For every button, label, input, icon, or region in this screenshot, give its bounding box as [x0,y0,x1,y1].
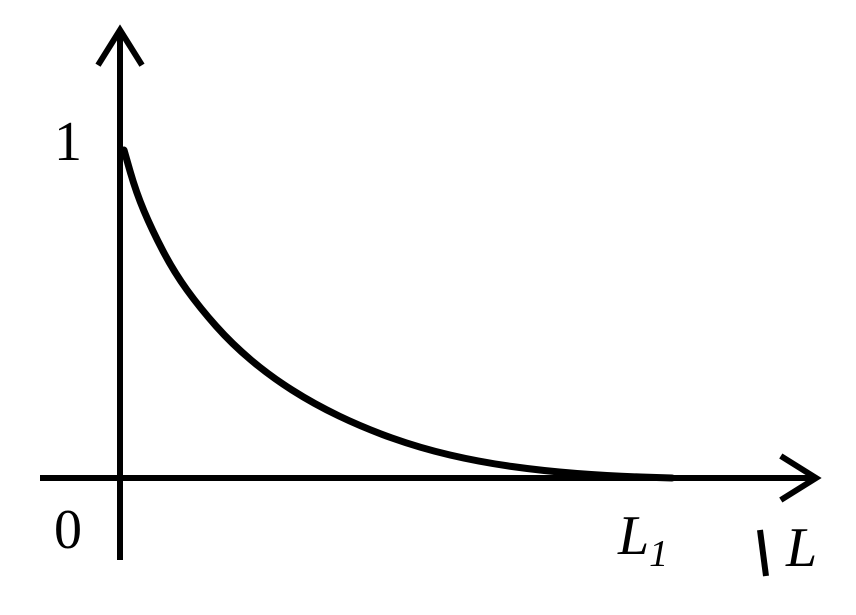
x-axis-label: L [786,516,817,580]
decay-curve-chart: 0 1 L1 L [0,0,856,610]
y-tick-1-label: 1 [54,110,82,174]
chart-svg [0,0,856,610]
x-tick-l1-label: L1 [618,504,668,576]
origin-label: 0 [54,498,82,562]
